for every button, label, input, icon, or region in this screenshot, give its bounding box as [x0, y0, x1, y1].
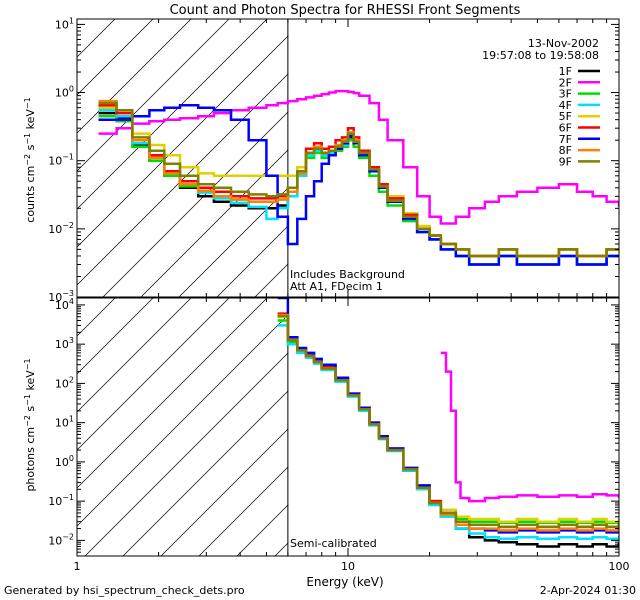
x-axis-label: Energy (keV): [306, 575, 383, 589]
series-9F-top: [98, 101, 619, 258]
footer-generated-by: Generated by hsi_spectrum_check_dets.pro: [4, 584, 245, 597]
attenuator-note: Att A1, FDecim 1: [290, 280, 383, 293]
legend-label-5F: 5F: [559, 110, 572, 123]
x-tick-label-0: 1: [74, 560, 81, 573]
x-tick-label-2: 100: [609, 560, 630, 573]
legend-label-2F: 2F: [559, 76, 572, 89]
series-7F-top: [98, 104, 619, 266]
legend-label-6F: 6F: [559, 122, 572, 135]
y-axis-label-top: counts cm−2 s−1 keV−1: [23, 97, 37, 222]
photon-spectrum-panel: 10−2 10−1 100 101 102 103 104 1 10 100: [48, 297, 629, 573]
calibration-note: Semi-calibrated: [290, 537, 377, 550]
series-9F-bottom: [277, 314, 619, 529]
y-tick-label-top-1: 10−2: [48, 221, 74, 236]
y-tick-label-top-4: 101: [55, 16, 74, 31]
y-tick-label-bottom-1: 10−1: [48, 493, 74, 508]
footer-timestamp: 2-Apr-2024 01:30: [540, 584, 636, 597]
svg-text:counts cm−2 s−1 keV−1: counts cm−2 s−1 keV−1: [23, 97, 37, 222]
x-tick-label-1: 10: [341, 560, 355, 573]
observation-date: 13-Nov-2002: [528, 37, 599, 50]
y-tick-label-top-3: 100: [55, 85, 74, 100]
legend-label-1F: 1F: [559, 65, 572, 78]
y-tick-label-bottom-2: 100: [55, 454, 74, 469]
legend-label-8F: 8F: [559, 144, 572, 157]
hatched-region-top: [77, 19, 619, 297]
y-axis-label-bottom: photons cm−2 s−1 keV−1: [23, 358, 37, 491]
legend-label-3F: 3F: [559, 88, 572, 101]
observation-time-range: 19:57:08 to 19:58:08: [482, 49, 599, 62]
legend-label-4F: 4F: [559, 99, 572, 112]
series-2F-top: [98, 89, 619, 225]
legend-label-7F: 7F: [559, 133, 572, 146]
y-tick-label-bottom-3: 101: [55, 415, 74, 430]
y-tick-label-bottom-4: 102: [55, 375, 74, 390]
chart-title: Count and Photon Spectra for RHESSI Fron…: [170, 3, 521, 18]
series-2F-bottom: [440, 351, 619, 503]
series-4F-bottom: [277, 324, 619, 541]
background-note: Includes Background: [290, 268, 405, 281]
y-tick-label-top-2: 10−1: [48, 153, 74, 168]
y-tick-label-bottom-5: 103: [55, 336, 74, 351]
legend-label-9F: 9F: [559, 155, 572, 168]
series-7F-bottom: [277, 298, 619, 534]
y-tick-label-bottom-0: 10−2: [48, 532, 74, 547]
hatched-region-bottom: [77, 298, 619, 556]
y-tick-label-bottom-6: 104: [55, 297, 74, 312]
svg-text:photons cm−2 s−1 keV−1: photons cm−2 s−1 keV−1: [23, 358, 37, 491]
